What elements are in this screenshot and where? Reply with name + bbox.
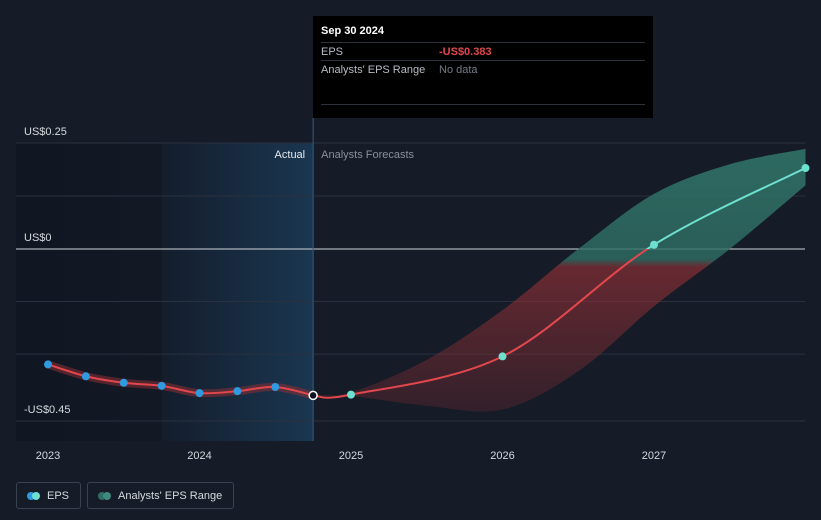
forecast-eps-point [650, 240, 658, 249]
forecast-range-band [313, 148, 806, 412]
x-axis-tick: 2024 [187, 450, 211, 462]
y-axis-label: US$0 [24, 232, 52, 244]
forecast-eps-line-positive [645, 167, 806, 249]
x-axis-tick: 2025 [339, 450, 363, 462]
x-axis-tick: 2023 [36, 450, 60, 462]
tooltip-range-value: No data [439, 63, 478, 76]
range-legend-icon [98, 491, 111, 500]
tooltip-date: Sep 30 2024 [321, 25, 384, 37]
tooltip-range-row: Analysts' EPS Range No data [321, 60, 645, 78]
forecast-eps-point [801, 164, 810, 173]
tooltip-eps-row: EPS -US$0.383 [321, 42, 645, 60]
highlight-band [161, 143, 314, 441]
eps-legend-icon [27, 491, 40, 500]
forecast-eps-point [498, 352, 507, 361]
actual-eps-point [271, 382, 280, 391]
legend-eps-label: EPS [47, 489, 70, 502]
actual-eps-point [195, 389, 204, 398]
y-axis-label: US$0.25 [24, 126, 67, 138]
actual-eps-point [44, 360, 52, 369]
forecast-label: Analysts Forecasts [321, 149, 414, 161]
forecast-eps-point [347, 390, 355, 399]
selected-eps-point [308, 390, 318, 401]
actual-eps-point [119, 378, 128, 387]
x-axis-tick: 2027 [642, 450, 666, 462]
x-axis-tick: 2026 [490, 450, 514, 462]
y-axis-label: -US$0.45 [24, 404, 70, 416]
tooltip: Sep 30 2024 EPS -US$0.383 Analysts' EPS … [313, 16, 653, 118]
actual-eps-point [157, 381, 166, 390]
legend-eps-button[interactable]: EPS [16, 482, 81, 509]
tooltip-range-label: Analysts' EPS Range [321, 63, 426, 76]
actual-label: Actual [275, 149, 306, 161]
actual-eps-point [233, 387, 242, 396]
actual-eps-point [81, 372, 90, 381]
tooltip-eps-label: EPS [321, 45, 344, 58]
legend-range-label: Analysts' EPS Range [118, 489, 223, 502]
legend-range-button[interactable]: Analysts' EPS Range [87, 482, 234, 509]
tooltip-eps-value: -US$0.383 [439, 45, 492, 58]
tooltip-divider [321, 78, 645, 105]
